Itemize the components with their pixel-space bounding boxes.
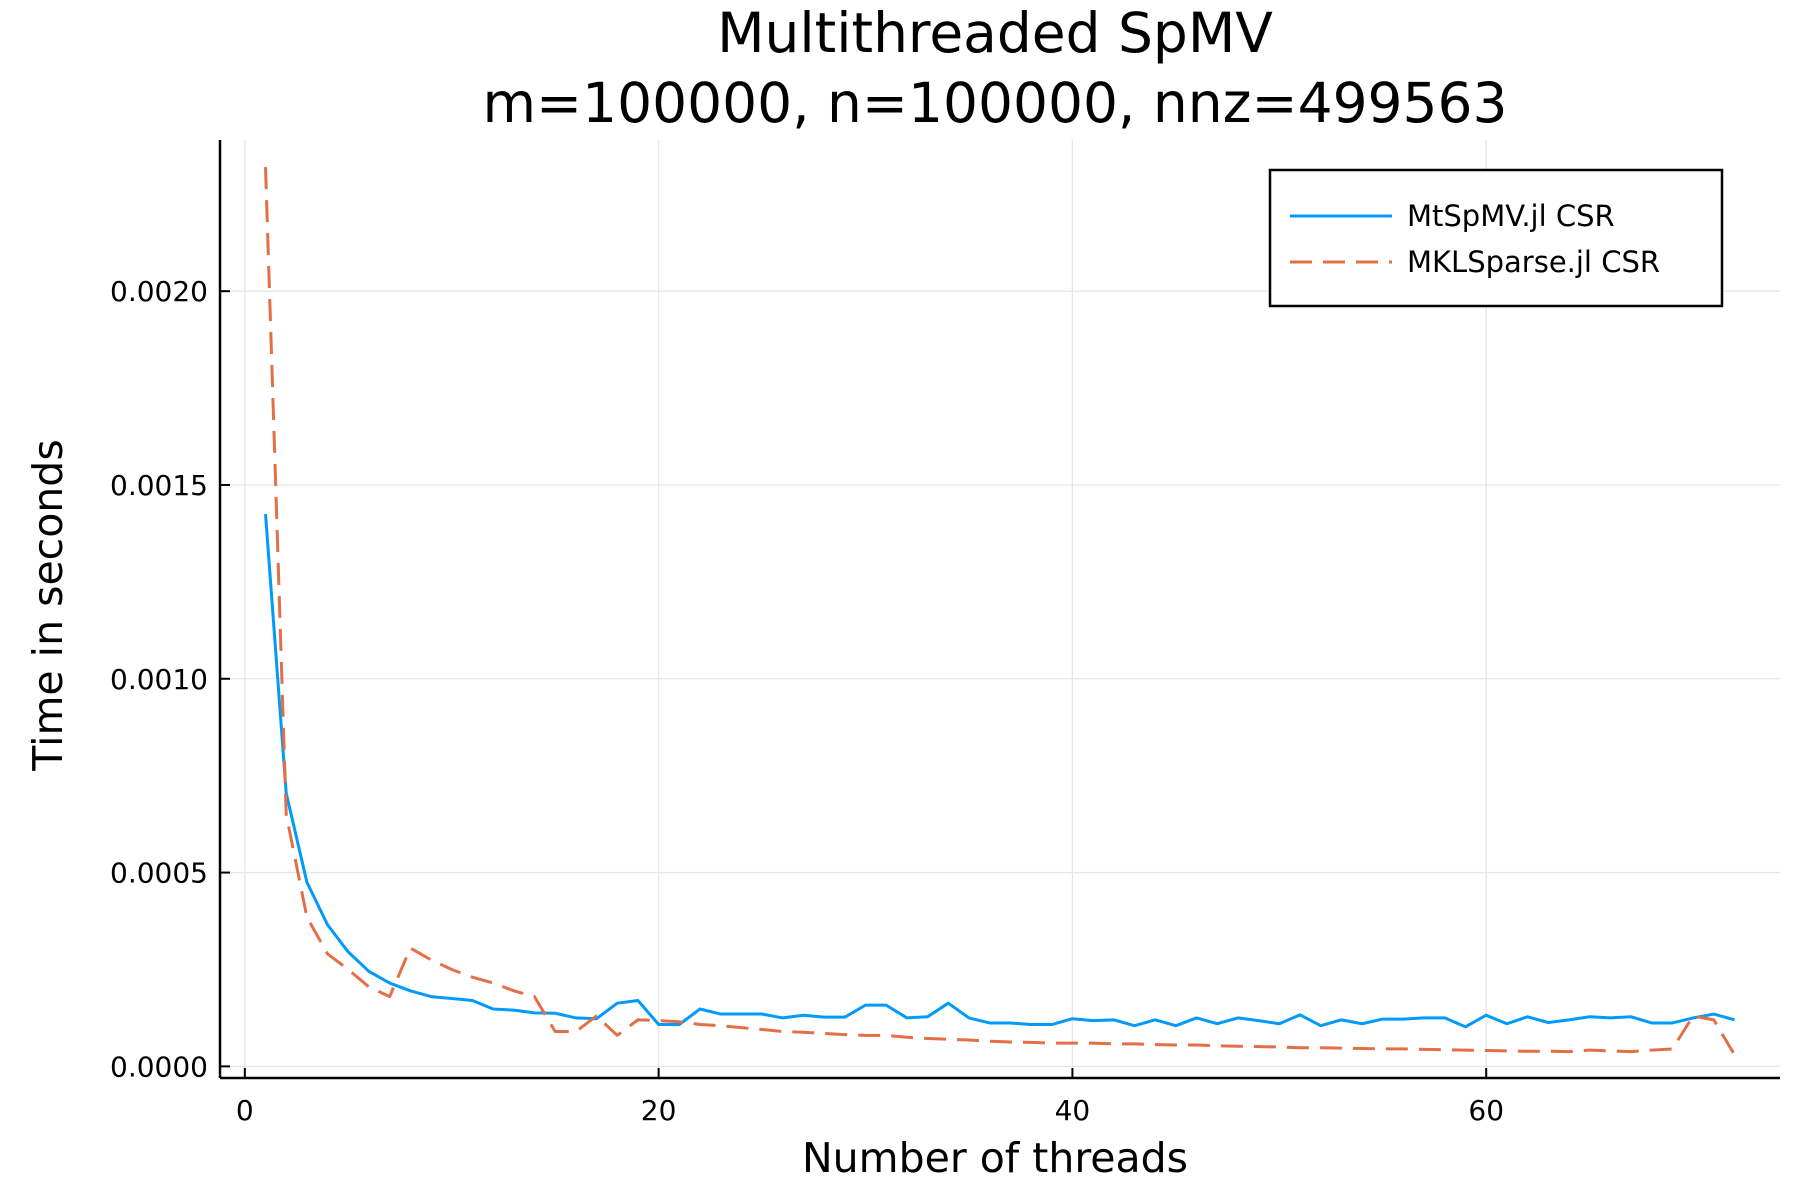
y-tick-label: 0.0015 [110,469,208,502]
y-tick-label: 0.0010 [110,663,208,696]
chart-title: Multithreaded SpMV [717,1,1273,65]
y-tick-label: 0.0000 [110,1050,208,1083]
x-tick-label: 20 [641,1094,677,1127]
y-tick-label: 0.0020 [110,275,208,308]
y-axis-label: Time in seconds [24,439,72,771]
legend-label-mtspmv: MtSpMV.jl CSR [1407,199,1615,233]
legend-label-mklsparse: MKLSparse.jl CSR [1407,245,1660,279]
axes: 0 20 40 60 0.0000 0.0005 0.0010 0.0015 0.0020 [110,140,1780,1127]
chart-subtitle: m=100000, n=100000, nnz=499563 [482,71,1507,135]
legend-box [1268,168,1724,308]
x-tick-label: 60 [1468,1094,1504,1127]
y-tick-label: 0.0005 [110,857,208,890]
series-line-mtspmv [264,513,1735,1029]
x-tick-label: 0 [236,1094,254,1127]
x-tick-label: 40 [1055,1094,1091,1127]
series-line-mklsparse [264,167,1736,1056]
x-axis-label: Number of threads [802,1134,1188,1182]
legend: MtSpMV.jl CSR MKLSparse.jl CSR [1268,168,1724,308]
series-group [264,167,1736,1056]
